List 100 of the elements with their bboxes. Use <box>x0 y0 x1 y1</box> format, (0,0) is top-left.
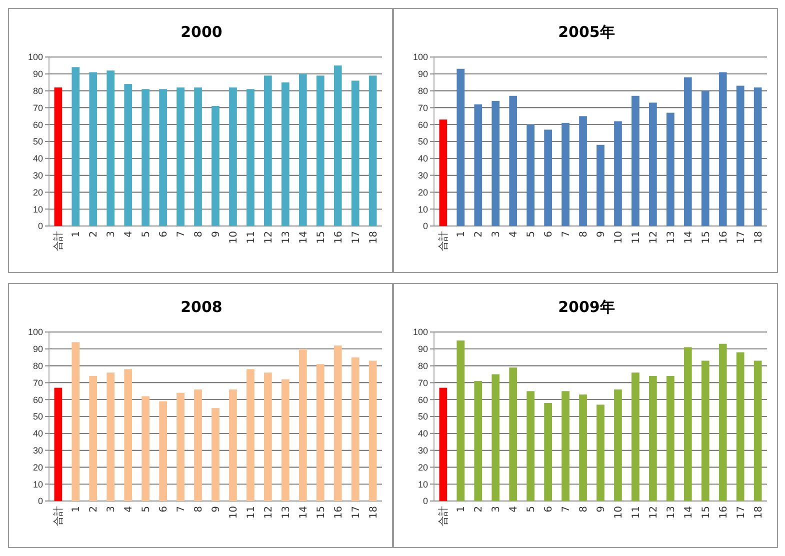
y-tick-label: 100 <box>28 327 43 338</box>
bar <box>456 68 465 226</box>
x-tick-label: 8 <box>194 506 205 512</box>
bar <box>632 96 640 226</box>
bar <box>736 352 744 501</box>
x-tick-label: 6 <box>158 506 170 512</box>
bar <box>212 106 220 226</box>
x-tick-label: 10 <box>613 506 624 519</box>
chart-title: 2000 <box>180 23 222 41</box>
y-tick-label: 70 <box>418 102 428 113</box>
x-tick-label: 3 <box>106 231 118 238</box>
x-tick-label: 16 <box>718 506 730 519</box>
bar <box>456 340 465 501</box>
x-tick-label: 1 <box>456 231 468 238</box>
x-tick-label: 4 <box>124 231 135 238</box>
bar <box>736 86 744 226</box>
bar <box>229 87 237 226</box>
bar <box>316 364 324 501</box>
bar <box>439 120 448 226</box>
y-tick-label: 0 <box>38 221 43 232</box>
x-tick-label: 12 <box>648 231 660 244</box>
bar <box>246 89 254 226</box>
y-tick-label: 60 <box>418 394 428 405</box>
y-tick-label: 40 <box>418 154 428 164</box>
x-tick-label: 8 <box>194 231 205 238</box>
x-tick-label: 8 <box>578 231 590 238</box>
x-tick-label: 9 <box>211 506 222 512</box>
x-tick-label: 2 <box>88 506 100 512</box>
bar <box>334 65 342 226</box>
bar <box>298 74 307 226</box>
y-tick-label: 0 <box>422 221 428 232</box>
y-tick-label: 0 <box>38 496 43 506</box>
bar <box>754 87 762 226</box>
bar <box>474 104 482 226</box>
chart-title: 2009年 <box>558 298 615 316</box>
x-tick-label: 10 <box>228 506 240 519</box>
y-tick-label: 50 <box>32 136 43 147</box>
bar <box>718 344 727 501</box>
y-tick-label: 90 <box>32 69 43 80</box>
y-tick-label: 10 <box>32 479 43 490</box>
x-tick-label: 17 <box>736 506 747 519</box>
x-tick-label: 16 <box>333 231 344 244</box>
bar <box>229 389 237 501</box>
bar <box>649 102 657 226</box>
x-tick-label: 15 <box>700 506 712 519</box>
x-tick-label: 5 <box>141 506 152 512</box>
bar <box>684 77 692 226</box>
bar <box>684 347 692 501</box>
x-tick-label: 10 <box>613 231 624 244</box>
x-tick-label: 13 <box>666 231 677 244</box>
y-tick-label: 0 <box>422 496 428 506</box>
bar <box>281 379 290 501</box>
x-tick-label: 合計 <box>52 506 65 526</box>
x-tick-label: 14 <box>683 231 694 244</box>
x-tick-label: 11 <box>630 506 642 519</box>
x-tick-label: 6 <box>544 506 555 512</box>
y-tick-label: 80 <box>32 86 43 96</box>
x-tick-label: 合計 <box>438 506 450 526</box>
x-tick-label: 12 <box>263 506 274 519</box>
x-tick-label: 12 <box>648 506 660 519</box>
x-tick-label: 合計 <box>438 231 450 251</box>
bar <box>439 388 448 501</box>
bar <box>368 76 377 226</box>
y-tick-label: 100 <box>28 52 43 62</box>
bar <box>72 342 80 501</box>
bar <box>54 87 62 226</box>
x-tick-label: 18 <box>753 506 764 519</box>
bar <box>596 404 604 501</box>
x-tick-label: 5 <box>526 231 538 238</box>
bar <box>666 112 674 226</box>
y-tick-label: 100 <box>412 327 428 338</box>
bar <box>368 360 377 501</box>
x-tick-label: 9 <box>596 506 607 512</box>
y-tick-label: 10 <box>418 204 428 214</box>
y-tick-label: 20 <box>32 462 43 472</box>
x-tick-label: 11 <box>246 231 257 244</box>
y-tick-label: 20 <box>418 462 428 472</box>
x-tick-label: 6 <box>158 231 170 238</box>
bar <box>212 408 220 501</box>
bar <box>334 346 342 501</box>
bar <box>509 367 518 501</box>
bar <box>579 116 587 226</box>
bar <box>246 369 254 501</box>
x-tick-label: 7 <box>561 506 572 512</box>
chart-title: 2005年 <box>558 23 615 41</box>
x-tick-label: 18 <box>368 231 380 244</box>
bar <box>159 89 167 226</box>
bar <box>701 360 710 501</box>
bar <box>632 372 640 501</box>
bar <box>176 87 184 226</box>
y-tick-label: 40 <box>418 428 428 439</box>
x-tick-label: 3 <box>491 231 502 238</box>
bar <box>666 376 674 501</box>
y-tick-label: 20 <box>32 187 43 198</box>
bar <box>492 100 500 226</box>
y-tick-label: 80 <box>418 360 428 371</box>
y-tick-label: 90 <box>32 344 43 354</box>
x-tick-label: 13 <box>666 506 677 519</box>
bar <box>351 357 360 501</box>
y-tick-label: 40 <box>32 154 43 164</box>
